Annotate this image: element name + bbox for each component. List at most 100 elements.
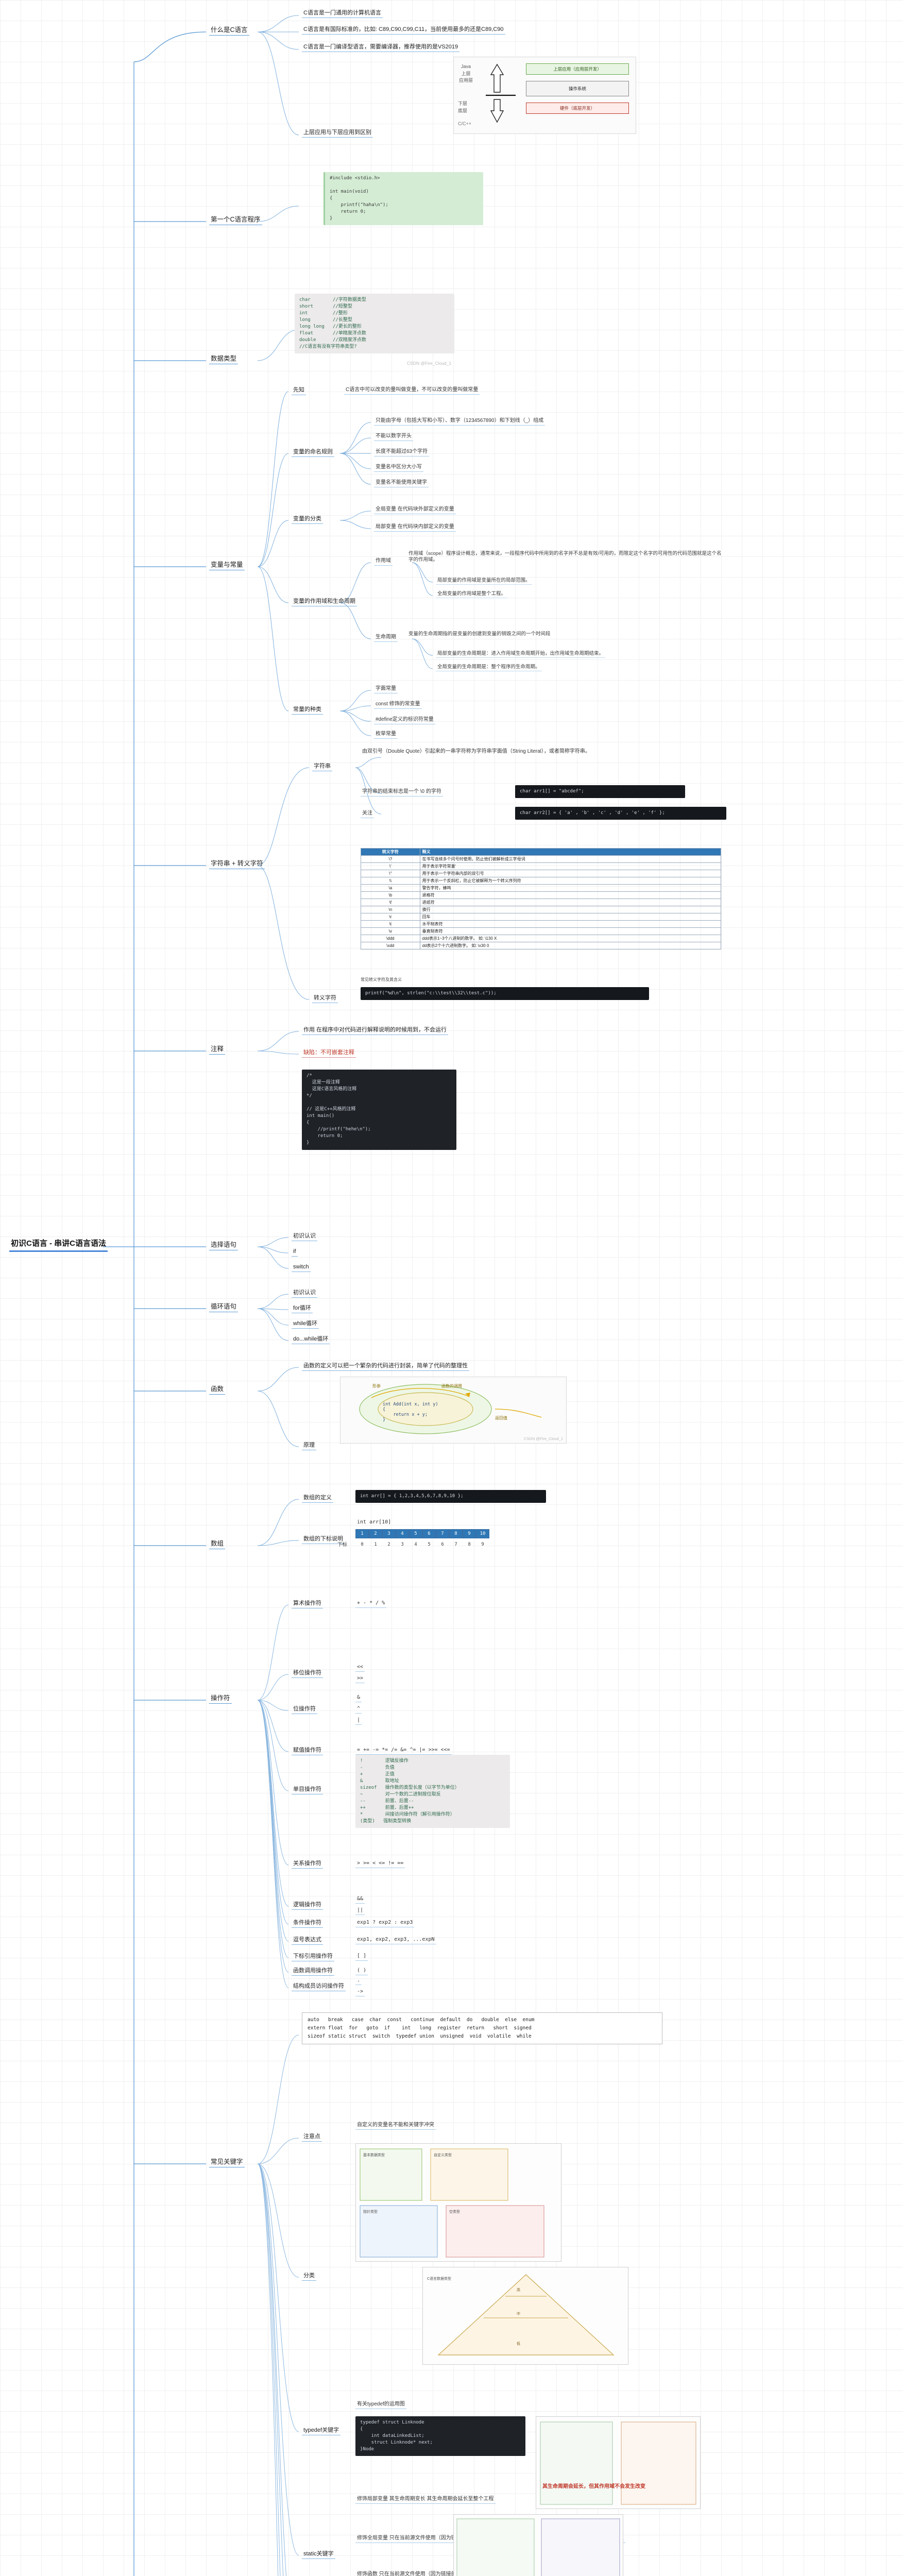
escape-table-cell: 用于表示一个字符串内部的双引号 bbox=[419, 870, 722, 877]
scope-key: 作用域 bbox=[374, 557, 393, 566]
array-cells: 1 2 3 4 5 6 7 8 9 10 bbox=[355, 1529, 489, 1538]
array-index-label[interactable]: 数组的下标说明 bbox=[302, 1535, 345, 1544]
operator-group-label[interactable]: 单目操作符 bbox=[292, 1786, 323, 1794]
kw-note-text: 自定义的变量名不能和关键字冲突 bbox=[355, 2122, 436, 2130]
operator-group-label[interactable]: 结构成员访问操作符 bbox=[292, 1982, 346, 1991]
naming-rule-0: 只能由字母（包括大写和小写）、数字（1234567890）和下划线（_）组成 bbox=[374, 417, 546, 426]
branch-comment[interactable]: 注释 bbox=[209, 1045, 226, 1055]
select-item-1: if bbox=[292, 1248, 298, 1257]
layer-box-top: 上层应用（应用层开发） bbox=[526, 63, 629, 75]
select-item-2: switch bbox=[292, 1263, 311, 1272]
branch-function[interactable]: 函数 bbox=[209, 1385, 226, 1395]
operator-group-items: > >= < <= != == bbox=[355, 1860, 405, 1868]
operator-group-items: + - * / % bbox=[355, 1600, 387, 1608]
branch-first-program[interactable]: 第一个C语言程序 bbox=[209, 215, 262, 225]
branch-data-types[interactable]: 数据类型 bbox=[209, 354, 238, 364]
const-kind-0: 字面常量 bbox=[374, 685, 398, 693]
table-row: \ddd ddd表示1~3个八进制的数字。 如: \130 X bbox=[361, 935, 722, 942]
kw-child-typedef[interactable]: typedef关键字 bbox=[302, 2427, 341, 2435]
kw-static-item-0: 修饰局部变量 其生命周期变长 其生命周期会延长至整个工程 bbox=[355, 2496, 496, 2504]
var-child-classification[interactable]: 变量的分类 bbox=[292, 515, 323, 524]
operator-group-label[interactable]: 赋值操作符 bbox=[292, 1747, 323, 1755]
layer-lower-label: 下层 底层 bbox=[458, 101, 468, 113]
operator-group-items: = += -= *= /= &= ^= |= >>= <<= bbox=[355, 1747, 452, 1755]
var-known-text: C语言中可以改变的量叫做变量，不可以改变的量叫做常量 bbox=[344, 386, 480, 395]
kw-child-note[interactable]: 注意点 bbox=[302, 2133, 322, 2142]
array-def-code: int arr[] = { 1,2,3,4,5,6,7,8,9,10 }; bbox=[355, 1490, 546, 1503]
escape-table-cell: \f bbox=[361, 899, 420, 906]
what-is-c-item-3[interactable]: 上层应用与下层应用到区别 bbox=[302, 129, 373, 138]
operator-group-label[interactable]: 位操作符 bbox=[292, 1705, 317, 1714]
watermark-datatypes: CSDN @Fire_Cloud_1 bbox=[407, 361, 452, 366]
escape-table-cell: \r bbox=[361, 913, 420, 921]
kw-static-highlight: 其生命周期会延长，但其作用域不会发生改变 bbox=[542, 2484, 645, 2489]
life-sub-1: 全局变量的生命周期是：整个程序的生命周期。 bbox=[436, 664, 542, 671]
branch-loop-stmt[interactable]: 循环语句 bbox=[209, 1302, 238, 1312]
function-principle-label[interactable]: 原理 bbox=[302, 1442, 316, 1450]
array-index-cell: 6 bbox=[441, 1542, 444, 1547]
operator-item: [ ] bbox=[355, 1953, 368, 1961]
kw-child-classification[interactable]: 分类 bbox=[302, 2272, 316, 2281]
what-is-c-item-0[interactable]: C语言是一门通用的计算机语言 bbox=[302, 9, 383, 18]
function-fig-param-label: 形参 bbox=[372, 1384, 381, 1388]
function-call-figure: 形参 函数的调用 int Add(int x, int y) { return … bbox=[340, 1377, 567, 1444]
svg-text:指针类型: 指针类型 bbox=[363, 2209, 378, 2214]
operator-item: << bbox=[355, 1664, 365, 1672]
array-index-cell: 4 bbox=[414, 1542, 417, 1547]
branch-var-const[interactable]: 变量与常量 bbox=[209, 561, 245, 570]
operator-item: . bbox=[355, 1977, 362, 1985]
operator-group-label[interactable]: 逻辑操作符 bbox=[292, 1901, 323, 1910]
string-code-2: char arr2[] = { 'a' , 'b' , 'c' , 'd' , … bbox=[515, 807, 726, 820]
array-def-label[interactable]: 数组的定义 bbox=[302, 1494, 333, 1503]
life-key: 生命周期 bbox=[374, 634, 398, 642]
operator-group-label[interactable]: 移位操作符 bbox=[292, 1669, 323, 1678]
branch-strings-escapes[interactable]: 字符串 + 转义字符 bbox=[209, 859, 265, 869]
table-row: \xdd dd表示2个十六进制数字。 如: \x30 0 bbox=[361, 942, 722, 950]
branch-keywords[interactable]: 常见关键字 bbox=[209, 2158, 245, 2167]
escape-table-cell: \t bbox=[361, 920, 420, 928]
var-child-scope-life[interactable]: 变量的作用域和生命周期 bbox=[292, 598, 357, 606]
escape-table-cell: \v bbox=[361, 927, 420, 935]
operator-group-label[interactable]: 函数调用操作符 bbox=[292, 1967, 334, 1976]
what-is-c-item-1[interactable]: C语言是有国际标准的，比如: C89,C90,C99,C11，当前使用最多的还是… bbox=[302, 26, 505, 35]
table-row: \' 用于表示字符常量' bbox=[361, 862, 722, 870]
operator-group-label[interactable]: 算术操作符 bbox=[292, 1600, 323, 1608]
branch-select-stmt[interactable]: 选择语句 bbox=[209, 1241, 238, 1250]
string-note-label: 关注 bbox=[361, 810, 374, 818]
escape-table-cell: 在书写连续多个问号时使用，防止他们被解析成三字母词 bbox=[419, 855, 722, 863]
branch-array[interactable]: 数组 bbox=[209, 1539, 226, 1549]
array-cell: 9 bbox=[463, 1529, 476, 1538]
root-node[interactable]: 初识C语言 - 串讲C语言语法 bbox=[9, 1239, 108, 1252]
table-row: \n 换行 bbox=[361, 906, 722, 913]
svg-text:低: 低 bbox=[517, 2341, 520, 2346]
table-row: \r 回车 bbox=[361, 913, 722, 921]
layer-architecture-figure: Java 上层 应用层 下层 底层 C/C++ 上层应用（应用层开发） 操作系统 硬件… bbox=[453, 57, 636, 134]
operator-group-label[interactable]: 下标引用操作符 bbox=[292, 1953, 334, 1961]
branch-what-is-c[interactable]: 什么是C语言 bbox=[209, 26, 249, 36]
comment-item-1: 缺陷：不可嵌套注释 bbox=[302, 1049, 356, 1058]
operator-item: exp1, exp2, exp3, ...expN bbox=[355, 1936, 436, 1944]
operator-group-label[interactable]: 条件操作符 bbox=[292, 1919, 323, 1928]
array-index-cell: 5 bbox=[428, 1542, 431, 1547]
first-program-code: #include <stdio.h> int main(void) { prin… bbox=[323, 172, 483, 226]
array-cell: 5 bbox=[409, 1529, 422, 1538]
kw-child-static[interactable]: static关键字 bbox=[302, 2550, 335, 2559]
operator-group-label[interactable]: 关系操作符 bbox=[292, 1860, 323, 1869]
escape-child[interactable]: 转义字符 bbox=[312, 994, 338, 1003]
escape-table-cell: \ddd bbox=[361, 935, 420, 942]
scope-desc: 作用域（scope）程序设计概念，通常来说，一段程序代码中所用到的名字并不总是有… bbox=[408, 551, 722, 563]
operator-group-label[interactable]: 逗号表达式 bbox=[292, 1936, 323, 1945]
var-child-naming[interactable]: 变量的命名规则 bbox=[292, 448, 334, 457]
what-is-c-item-2[interactable]: C语言是一门编译型语言，需要编译器，推荐使用的是VS2019 bbox=[302, 43, 460, 52]
var-child-known[interactable]: 先知 bbox=[292, 386, 306, 395]
array-cell: 7 bbox=[436, 1529, 449, 1538]
comment-item-0: 作用 在程序中对代码进行解释说明的时候用到，不会运行 bbox=[302, 1026, 449, 1035]
operator-item: -> bbox=[355, 1988, 365, 1996]
var-child-constants[interactable]: 常量的种类 bbox=[292, 706, 323, 715]
array-cell: 4 bbox=[396, 1529, 409, 1538]
const-kind-1: const 修饰的常变量 bbox=[374, 701, 422, 709]
escape-table-cell: \? bbox=[361, 855, 420, 863]
string-child[interactable]: 字符串 bbox=[312, 762, 332, 771]
life-sub-0: 局部变量的生命周期是：进入作用域生命周期开始，出作用域生命周期结束。 bbox=[436, 650, 606, 658]
branch-operators[interactable]: 操作符 bbox=[209, 1694, 232, 1704]
